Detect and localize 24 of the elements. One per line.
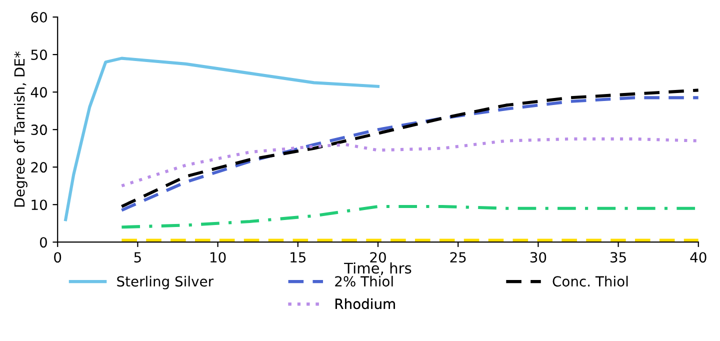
y-tick-label: 0 [40,237,47,248]
y-tick-label: 50 [31,50,47,60]
x-tick-label: 35 [610,252,626,263]
x-tick-label: 15 [290,252,306,263]
y-tick-label: 30 [31,124,47,136]
x-tick-label: 0 [54,252,62,263]
line-series [120,137,698,188]
x-tick-label: 25 [450,252,466,263]
y-tick-label: 40 [30,87,47,98]
legend-label: Rhodium [335,298,395,310]
legend-label: 2% Thiol [335,276,393,287]
y-tick-label: 10 [32,200,47,210]
x-tick-label: 30 [530,252,546,263]
y-tick-label: 20 [31,162,47,173]
x-tick-label: 10 [210,252,226,263]
x-tick-label: 40 [690,252,706,263]
y-tick-label: 60 [31,12,47,23]
y-axis-title: Degree of Tarnish, DE* [14,52,28,207]
legend-label: Conc. Thiol [552,276,628,287]
x-axis-title: Time, hrs [344,262,412,276]
x-tick-label: 20 [370,252,386,263]
line-series [64,56,380,222]
x-tick-label: 5 [134,252,141,263]
legend-label: Sterling Silver [117,276,214,290]
